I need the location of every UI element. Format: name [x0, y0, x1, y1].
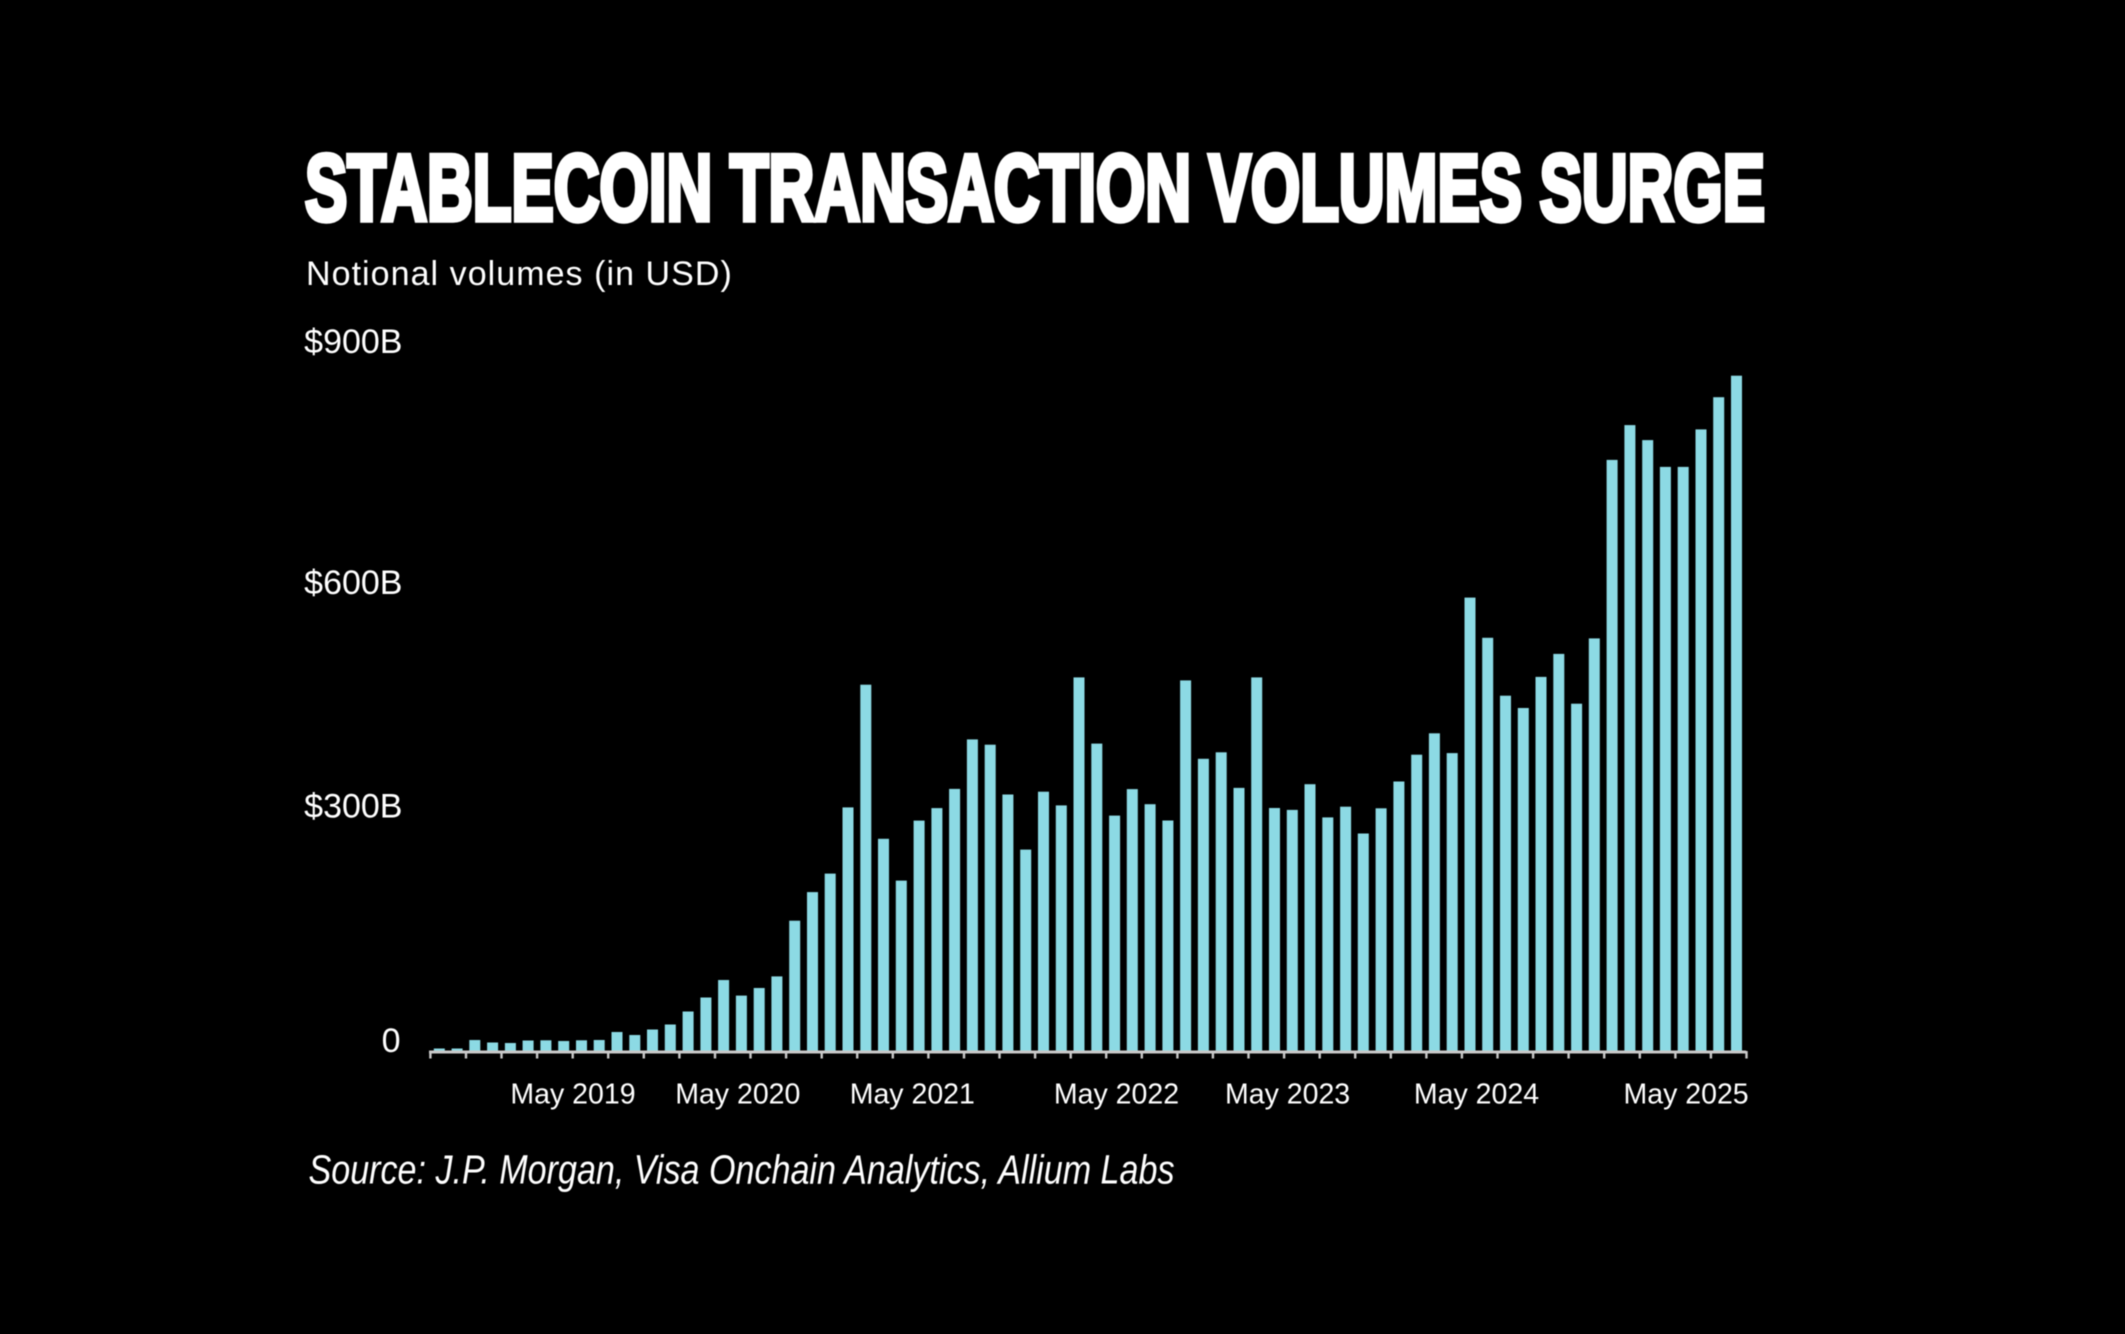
svg-text:May 2022: May 2022 — [1054, 1079, 1179, 1111]
svg-text:Notional volumes (in USD): Notional volumes (in USD) — [306, 255, 733, 293]
svg-text:0: 0 — [382, 1022, 401, 1060]
svg-text:Source: J.P. Morgan, Visa Onch: Source: J.P. Morgan, Visa Onchain Analyt… — [309, 1146, 1175, 1192]
svg-text:May 2019: May 2019 — [510, 1079, 635, 1111]
svg-text:$600B: $600B — [304, 564, 402, 602]
svg-text:May 2021: May 2021 — [850, 1079, 975, 1111]
svg-text:STABLECOIN TRANSACTION VOLUMES: STABLECOIN TRANSACTION VOLUMES SURGE — [305, 135, 1765, 240]
svg-text:May 2020: May 2020 — [675, 1079, 800, 1111]
svg-text:$300B: $300B — [304, 788, 402, 826]
svg-text:May 2023: May 2023 — [1225, 1079, 1350, 1111]
svg-text:May 2025: May 2025 — [1624, 1079, 1749, 1111]
svg-text:May 2024: May 2024 — [1414, 1079, 1539, 1111]
svg-text:$900B: $900B — [304, 323, 402, 361]
